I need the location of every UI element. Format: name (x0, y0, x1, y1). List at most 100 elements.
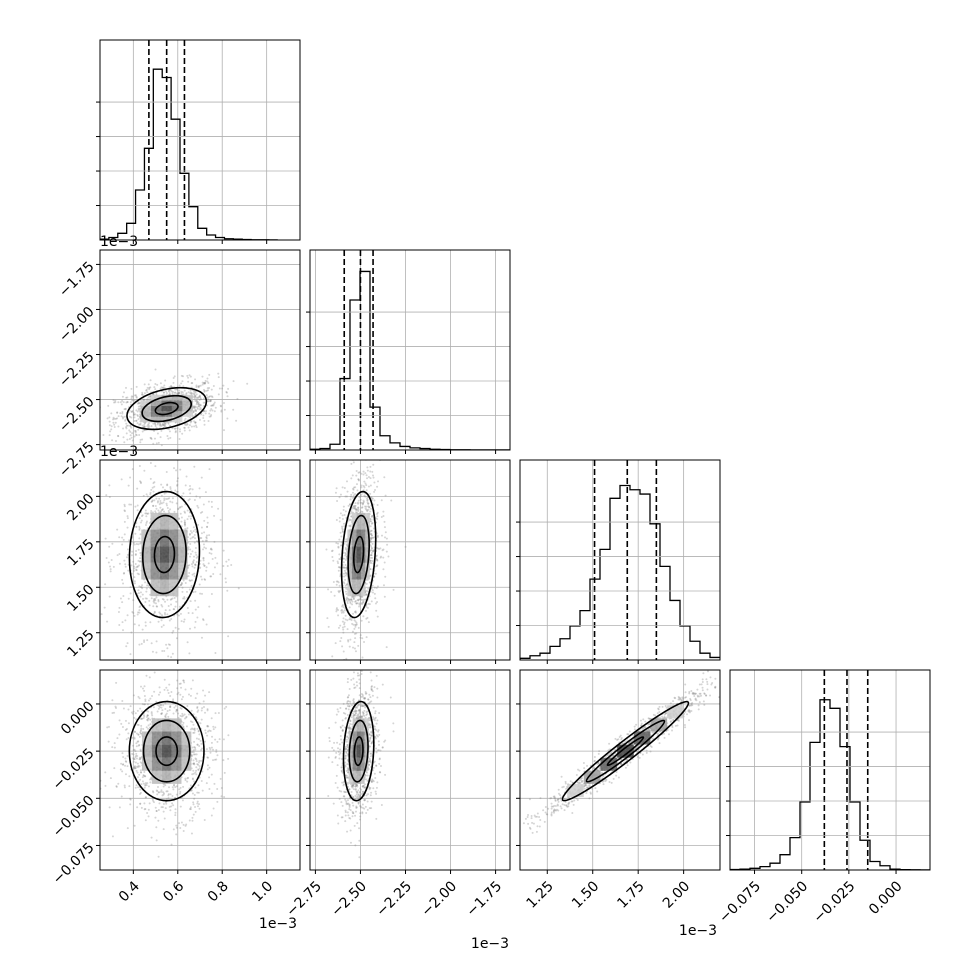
sample-point (197, 791, 200, 794)
sample-point (175, 392, 178, 395)
sample-point (143, 392, 146, 395)
sample-point (186, 607, 189, 610)
sample-point (128, 424, 131, 427)
sample-point (137, 428, 140, 431)
sample-point (154, 504, 157, 507)
sample-point (133, 416, 136, 419)
sample-point (192, 530, 195, 533)
sample-point (357, 506, 360, 509)
sample-point (344, 614, 347, 617)
sample-point (122, 538, 125, 541)
sample-point (167, 715, 170, 718)
sample-point (355, 706, 358, 709)
sample-point (102, 434, 105, 437)
sample-point (116, 417, 119, 420)
sample-point (136, 487, 139, 490)
sample-point (348, 598, 351, 601)
sample-point (347, 666, 349, 668)
sample-point (193, 763, 196, 766)
sample-point (202, 414, 205, 417)
sample-point (208, 468, 211, 471)
sample-point (145, 715, 148, 718)
sample-point (139, 521, 142, 524)
sample-point (197, 385, 200, 388)
sample-point (193, 793, 196, 796)
sample-point (348, 645, 351, 648)
sample-point (348, 518, 351, 521)
sample-point (208, 412, 211, 415)
sample-point (187, 426, 190, 429)
sample-point (121, 411, 124, 414)
sample-point (144, 698, 147, 701)
sample-point (204, 578, 207, 581)
sample-point (357, 478, 360, 481)
density-cell (141, 744, 152, 758)
sample-point (177, 391, 180, 394)
sample-point (341, 724, 344, 727)
sample-point (152, 799, 155, 802)
sample-point (164, 600, 167, 603)
sample-point (371, 536, 374, 539)
sample-point (181, 799, 184, 802)
sample-point (346, 490, 349, 493)
sample-point (191, 778, 194, 781)
sample-point (327, 625, 330, 628)
sample-point (349, 503, 352, 506)
sample-point (191, 777, 194, 780)
sample-point (161, 605, 164, 608)
sample-point (355, 483, 358, 486)
sample-point (156, 423, 159, 426)
sample-point (164, 379, 167, 382)
sample-point (180, 583, 183, 586)
sample-point (223, 429, 226, 432)
sample-point (139, 707, 142, 710)
sample-point (187, 380, 190, 383)
sample-point (180, 686, 183, 689)
sample-point (120, 722, 123, 725)
sample-point (200, 759, 203, 762)
sample-point (192, 801, 195, 804)
sample-point (194, 421, 197, 424)
sample-point (193, 572, 196, 575)
sample-point (198, 418, 201, 421)
sample-point (194, 546, 197, 549)
sample-point (340, 769, 343, 772)
sample-point (207, 562, 210, 565)
sample-point (147, 424, 150, 427)
sample-point (197, 738, 200, 741)
sample-point (174, 811, 177, 814)
sample-point (190, 382, 193, 385)
sample-point (178, 384, 181, 387)
sample-point (161, 424, 164, 427)
sample-point (177, 392, 180, 395)
sample-point (345, 597, 348, 600)
sample-point (356, 508, 359, 511)
sample-point (133, 413, 136, 416)
sample-point (182, 492, 185, 495)
sample-point (137, 723, 140, 726)
sample-point (344, 510, 347, 513)
sample-point (372, 550, 375, 553)
sample-point (342, 566, 345, 569)
sample-point (136, 740, 139, 743)
y-tick-label: −2.50 (56, 394, 98, 436)
sample-point (180, 698, 183, 701)
sample-point (208, 552, 211, 555)
sample-point (149, 718, 152, 721)
sample-point (369, 518, 372, 521)
sample-point (335, 583, 338, 586)
sample-point (193, 405, 196, 408)
sample-point (194, 563, 197, 566)
sample-point (193, 420, 196, 423)
sample-point (210, 814, 213, 817)
density-cell (151, 731, 162, 745)
sample-point (137, 786, 140, 789)
sample-point (121, 770, 124, 773)
y-tick-label: 1.25 (64, 627, 97, 660)
sample-point (129, 797, 132, 800)
sample-point (179, 430, 182, 433)
sample-point (144, 624, 147, 627)
sample-point (188, 485, 191, 488)
sample-point (123, 784, 126, 787)
sample-point (222, 565, 225, 568)
